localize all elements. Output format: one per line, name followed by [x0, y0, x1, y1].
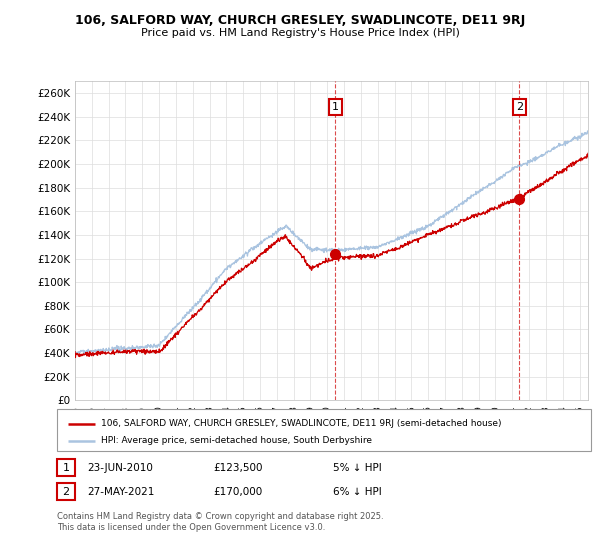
Text: 106, SALFORD WAY, CHURCH GRESLEY, SWADLINCOTE, DE11 9RJ (semi-detached house): 106, SALFORD WAY, CHURCH GRESLEY, SWADLI…: [101, 419, 502, 428]
Text: 106, SALFORD WAY, CHURCH GRESLEY, SWADLINCOTE, DE11 9RJ: 106, SALFORD WAY, CHURCH GRESLEY, SWADLI…: [75, 14, 525, 27]
Text: £123,500: £123,500: [213, 463, 263, 473]
Text: HPI: Average price, semi-detached house, South Derbyshire: HPI: Average price, semi-detached house,…: [101, 436, 372, 445]
Text: 6% ↓ HPI: 6% ↓ HPI: [333, 487, 382, 497]
Text: 2: 2: [515, 102, 523, 112]
Text: £170,000: £170,000: [213, 487, 262, 497]
Text: 23-JUN-2010: 23-JUN-2010: [87, 463, 153, 473]
Text: Contains HM Land Registry data © Crown copyright and database right 2025.
This d: Contains HM Land Registry data © Crown c…: [57, 512, 383, 532]
Text: 2: 2: [62, 487, 70, 497]
Text: 5% ↓ HPI: 5% ↓ HPI: [333, 463, 382, 473]
Text: Price paid vs. HM Land Registry's House Price Index (HPI): Price paid vs. HM Land Registry's House …: [140, 28, 460, 38]
Text: 1: 1: [332, 102, 339, 112]
Text: 27-MAY-2021: 27-MAY-2021: [87, 487, 154, 497]
Text: 1: 1: [62, 463, 70, 473]
